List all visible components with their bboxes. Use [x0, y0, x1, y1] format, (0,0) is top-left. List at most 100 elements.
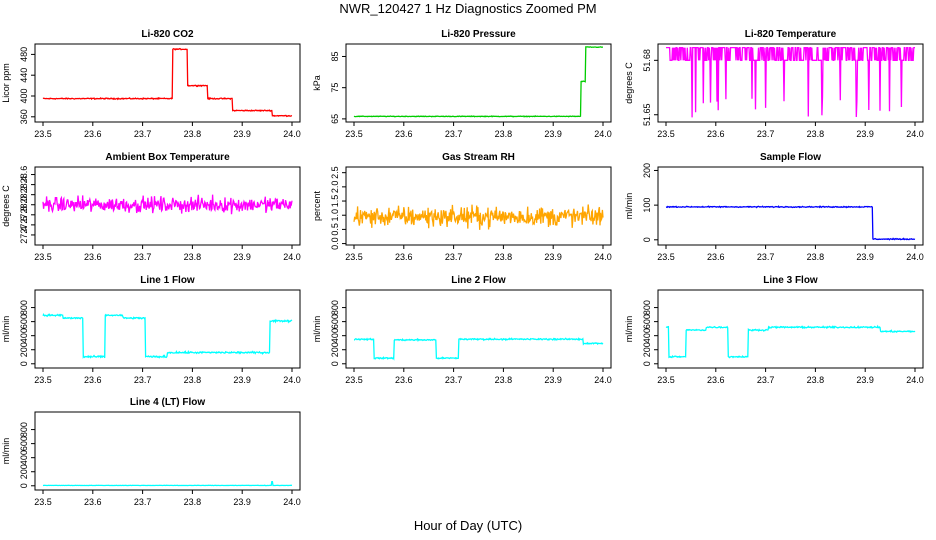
panel-title: Sample Flow [760, 152, 821, 163]
x-tick-label: 24.0 [283, 252, 301, 262]
plot-frame [34, 289, 301, 369]
y-tick-label: 0 [19, 361, 29, 366]
y-tick-label: 400 [330, 328, 340, 343]
x-tick-label: 23.7 [757, 375, 775, 385]
x-tick-label: 23.6 [707, 129, 725, 139]
plot-frame [34, 411, 301, 491]
x-tick-label: 23.5 [345, 252, 363, 262]
y-tick-label: 2.5 [330, 166, 340, 179]
y-axis-label: percent [312, 190, 322, 221]
x-tick-label: 23.6 [84, 252, 102, 262]
y-tick-label: 65 [330, 114, 340, 124]
x-tick-label: 23.8 [184, 375, 202, 385]
x-tick-label: 23.6 [395, 252, 413, 262]
x-tick-label: 23.7 [757, 129, 775, 139]
x-tick-label: 23.8 [495, 129, 513, 139]
panel-6: Sample Flow ml/min 23.5 23.6 23.7 23.8 23.9 24.… [624, 152, 924, 262]
y-tick-label: 100 [642, 198, 652, 213]
x-tick-label: 23.8 [495, 375, 513, 385]
x-tick-label: 23.5 [34, 497, 52, 507]
panel-9: Line 3 Flow ml/min 23.5 23.6 23.7 23.8 23.9 24.… [624, 275, 924, 385]
y-tick-label: 0 [642, 237, 652, 242]
x-tick-label: 23.9 [544, 129, 562, 139]
x-tick-label: 23.5 [345, 129, 363, 139]
series-line [353, 46, 603, 118]
figure-title: NWR_120427 1 Hz Diagnostics Zoomed PM [339, 1, 597, 16]
y-tick-label: 400 [642, 328, 652, 343]
y-tick-label: 27.4 [19, 226, 29, 244]
x-tick-label: 23.5 [657, 252, 675, 262]
y-tick-label: 28.6 [19, 166, 29, 184]
y-tick-label: 600 [330, 314, 340, 329]
series-line [666, 46, 915, 118]
x-tick-label: 24.0 [906, 252, 924, 262]
x-tick-label: 23.6 [395, 129, 413, 139]
y-tick-label: 85 [330, 51, 340, 61]
x-tick-label: 23.6 [84, 497, 102, 507]
panel-3: Li-820 Temperature degrees C 23.5 23.6 23.7 2… [624, 29, 924, 139]
panel-title: Line 1 Flow [140, 275, 195, 286]
y-tick-label: 600 [19, 436, 29, 451]
x-tick-label: 23.7 [445, 129, 463, 139]
y-axis-label: kPa [312, 75, 322, 91]
plot-frame [657, 166, 924, 246]
series-line [42, 312, 293, 359]
y-tick-label: 0.5 [330, 223, 340, 236]
plot-frame [345, 166, 612, 246]
y-tick-label: 2.0 [330, 181, 340, 194]
y-tick-label: 28.4 [19, 176, 29, 194]
panel-title: Li-820 Pressure [441, 29, 516, 40]
x-tick-label: 23.5 [34, 252, 52, 262]
y-tick-label: 1.0 [330, 209, 340, 222]
panel-title: Line 3 Flow [763, 275, 818, 286]
y-tick-label: 200 [642, 342, 652, 357]
panel-1: Li-820 CO2 Licor ppm 23.5 23.6 23.7 23.8 23.9 2… [1, 29, 301, 139]
y-axis-label: degrees C [1, 185, 11, 227]
y-tick-label: 800 [642, 300, 652, 315]
x-tick-label: 24.0 [906, 375, 924, 385]
x-tick-label: 24.0 [283, 129, 301, 139]
x-tick-label: 23.7 [134, 497, 152, 507]
x-tick-label: 23.9 [544, 375, 562, 385]
x-tick-label: 23.5 [34, 129, 52, 139]
x-tick-label: 23.7 [757, 252, 775, 262]
x-tick-label: 23.9 [856, 252, 874, 262]
x-tick-label: 24.0 [283, 375, 301, 385]
y-axis-label: Licor ppm [1, 63, 11, 103]
panel-5: Gas Stream RH percent 23.5 23.6 23.7 23.8 23.9… [312, 152, 612, 262]
series-line [42, 194, 293, 215]
panel-title: Line 4 (LT) Flow [130, 397, 206, 408]
panel-2: Li-820 Pressure kPa 23.5 23.6 23.7 23.8 23.9 24… [312, 29, 612, 139]
series-line [665, 324, 916, 359]
x-tick-label: 23.6 [84, 129, 102, 139]
plot-frame [34, 166, 301, 246]
panel-10: Line 4 (LT) Flow ml/min 23.5 23.6 23.7 23.8 23… [1, 397, 301, 507]
x-tick-label: 24.0 [594, 375, 612, 385]
x-tick-label: 23.9 [233, 129, 251, 139]
series-line [42, 480, 293, 487]
panel-title: Line 2 Flow [451, 275, 506, 286]
y-tick-label: 27.6 [19, 216, 29, 234]
plot-frame [345, 43, 612, 123]
y-tick-label: 400 [19, 88, 29, 103]
y-tick-label: 800 [330, 300, 340, 315]
x-tick-label: 23.6 [707, 252, 725, 262]
x-tick-label: 23.5 [657, 129, 675, 139]
plot-frame [345, 289, 612, 369]
x-tick-label: 24.0 [594, 129, 612, 139]
x-tick-label: 23.8 [807, 252, 825, 262]
x-tick-label: 23.5 [345, 375, 363, 385]
y-axis-label: ml/min [312, 316, 322, 343]
y-tick-label: 51.65 [642, 103, 652, 126]
y-tick-label: 0.0 [330, 237, 340, 250]
x-tick-label: 23.7 [445, 252, 463, 262]
series-line [354, 337, 604, 361]
x-tick-label: 23.9 [544, 252, 562, 262]
y-tick-label: 200 [330, 342, 340, 357]
panel-title: Ambient Box Temperature [105, 152, 230, 163]
y-tick-label: 200 [19, 464, 29, 479]
y-axis-label: ml/min [624, 316, 634, 343]
y-tick-label: 800 [19, 300, 29, 315]
x-tick-label: 23.9 [856, 129, 874, 139]
